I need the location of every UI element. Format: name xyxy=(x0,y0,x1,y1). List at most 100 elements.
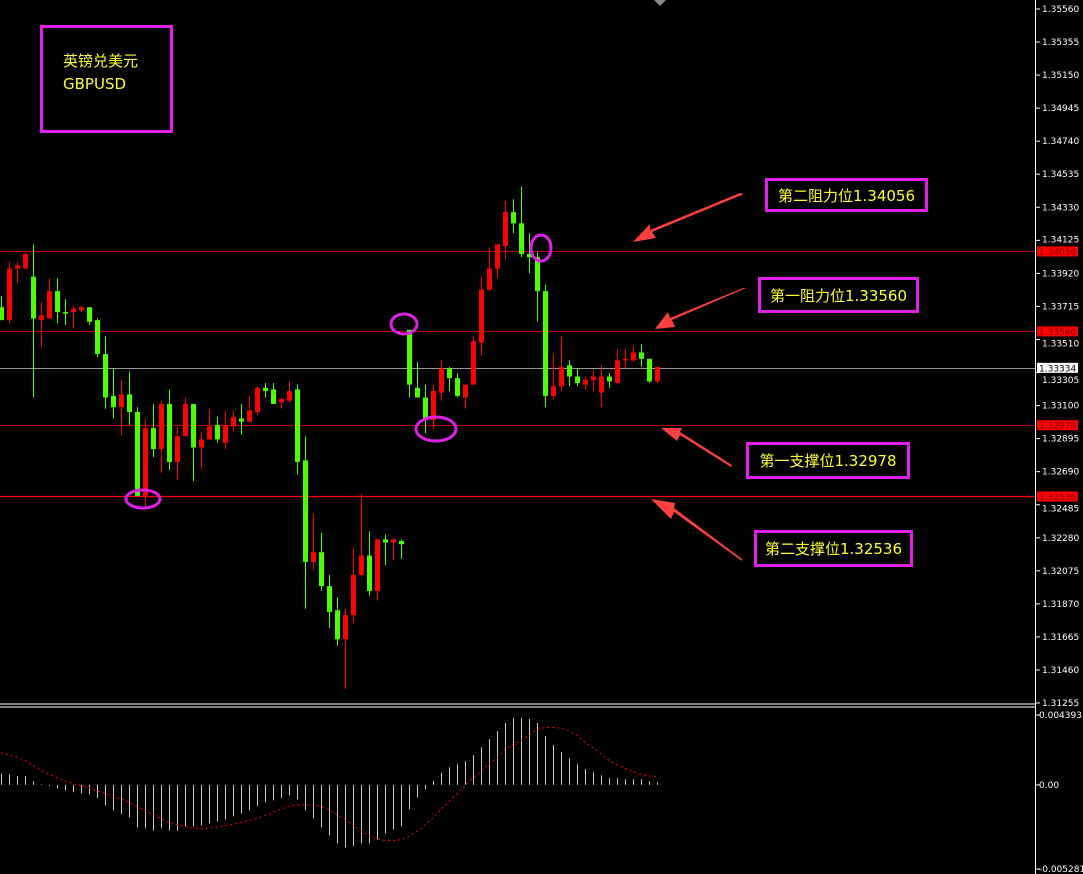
candle xyxy=(607,373,612,388)
candle xyxy=(55,278,60,324)
candle-body xyxy=(223,424,228,443)
candle xyxy=(15,262,20,284)
candle-body xyxy=(239,418,244,422)
axis-tick-label: 1.35560 xyxy=(1042,5,1079,15)
candle-body xyxy=(591,376,596,380)
axis-tick-label: 1.34330 xyxy=(1042,203,1079,213)
axis-tick-label: 1.34740 xyxy=(1042,137,1079,147)
candle-body xyxy=(495,244,500,269)
axis-tick-label: 1.33920 xyxy=(1042,269,1079,279)
candle xyxy=(199,431,204,469)
highlight-circle xyxy=(389,312,419,336)
candle-body xyxy=(287,391,292,401)
candle-body xyxy=(479,289,484,343)
candle xyxy=(335,597,340,646)
candle-body xyxy=(71,308,76,313)
candle-body xyxy=(463,384,468,398)
candle xyxy=(135,407,140,496)
candle xyxy=(151,403,156,458)
axis-tick-label: 1.32895 xyxy=(1042,435,1079,445)
candle xyxy=(271,383,276,404)
candle xyxy=(455,373,460,398)
candle xyxy=(167,389,172,471)
candle xyxy=(255,386,260,416)
candle-body xyxy=(231,416,236,427)
candle-body xyxy=(63,312,68,314)
candle xyxy=(183,397,188,437)
candle-body xyxy=(615,360,620,384)
candle-body xyxy=(39,315,44,321)
candle-body xyxy=(559,366,564,387)
candle-body xyxy=(55,291,60,313)
axis-tick-label: 1.33100 xyxy=(1042,402,1079,412)
symbol-title-box: 英镑兑美元 GBPUSD xyxy=(40,25,173,133)
candle xyxy=(559,336,564,392)
candle-body xyxy=(95,320,100,354)
axis-tick-label: 1.32280 xyxy=(1042,534,1079,544)
axis-tick-label: 1.35150 xyxy=(1042,71,1079,81)
candle-body xyxy=(407,329,412,385)
candle-body xyxy=(215,424,220,440)
symbol-name-cn: 英镑兑美元 xyxy=(63,52,139,70)
axis-tick-label: 1.34535 xyxy=(1042,170,1079,180)
candle xyxy=(143,418,148,508)
candle xyxy=(415,362,420,398)
candle xyxy=(215,416,220,443)
candle xyxy=(175,426,180,480)
candle xyxy=(479,276,484,356)
candle-body xyxy=(7,268,12,321)
candle-body xyxy=(151,428,156,450)
candle-body xyxy=(111,395,116,408)
candle xyxy=(639,344,644,367)
candle-body xyxy=(87,307,92,322)
price-tag-label: 1.33334 xyxy=(1039,364,1076,374)
candle xyxy=(303,436,308,609)
highlight-circle xyxy=(529,233,553,263)
arrow-icon xyxy=(655,288,746,329)
candle xyxy=(351,547,356,624)
candle xyxy=(511,199,516,234)
candle xyxy=(319,532,324,591)
candle-body xyxy=(431,391,436,421)
candle-body xyxy=(415,387,420,398)
axis-tick-label: 1.31255 xyxy=(1042,699,1079,709)
candle-body xyxy=(375,539,380,591)
candle-body xyxy=(127,394,132,413)
price-axis[interactable]: 1.35560 1.35355 1.35150 1.34945 1.34740 1.345… xyxy=(1036,5,1083,874)
candle-body xyxy=(583,379,588,385)
candle xyxy=(407,329,412,398)
highlight-circles xyxy=(124,233,553,510)
candle xyxy=(263,383,268,398)
candle xyxy=(631,345,636,363)
highlight-circle xyxy=(414,415,458,443)
candle-body xyxy=(295,389,300,462)
support-2-label: 第二支撑位1.32536 xyxy=(754,530,913,567)
candle-body xyxy=(391,539,396,543)
candle xyxy=(647,358,652,384)
candle-body xyxy=(23,254,28,269)
candle-body xyxy=(503,212,508,246)
candle-body xyxy=(335,610,340,640)
candle xyxy=(567,360,572,387)
axis-tick-label: 1.33715 xyxy=(1042,302,1079,312)
candle xyxy=(487,247,492,292)
candle xyxy=(279,397,284,409)
candle xyxy=(39,302,44,348)
candle xyxy=(527,233,532,274)
axis-tick-label: 1.33510 xyxy=(1042,339,1079,349)
candle xyxy=(655,366,660,384)
candle xyxy=(31,244,36,398)
candle xyxy=(375,539,380,601)
candle-body xyxy=(623,358,628,361)
candle xyxy=(295,384,300,475)
candle xyxy=(591,370,596,392)
candle-body xyxy=(0,307,4,321)
candle-body xyxy=(271,389,276,404)
candle xyxy=(119,379,124,437)
axis-tick-label: 1.33305 xyxy=(1042,376,1079,386)
candle xyxy=(223,410,228,450)
candle-body xyxy=(567,365,572,377)
candle xyxy=(111,368,116,419)
chart-shift-marker-icon[interactable] xyxy=(654,0,666,6)
